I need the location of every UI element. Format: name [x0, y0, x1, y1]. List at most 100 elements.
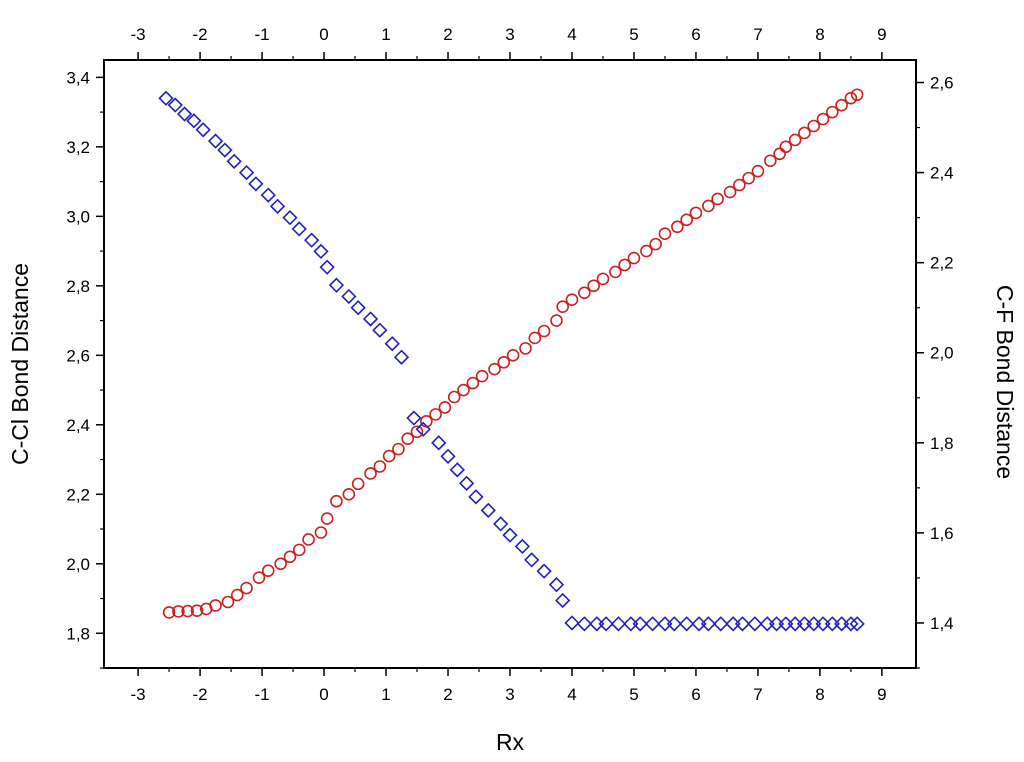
c-cl-point — [230, 588, 244, 602]
c-cl-point — [773, 147, 786, 161]
c-f-point — [734, 616, 751, 632]
c-cl-point — [221, 595, 235, 609]
c-f-point — [589, 616, 605, 632]
c-cl-point — [711, 192, 724, 206]
c-cl-point — [373, 460, 387, 473]
c-cl-point — [475, 369, 489, 383]
c-f-point — [304, 232, 320, 248]
c-cl-point — [835, 98, 848, 112]
c-cl-point — [788, 133, 802, 147]
right-y-tick-label: 2,0 — [930, 344, 954, 363]
c-f-point — [195, 122, 211, 138]
c-f-point — [372, 322, 388, 338]
c-cl-point — [689, 206, 703, 220]
x-tick-label-bottom: 3 — [505, 685, 514, 704]
c-cl-point — [314, 526, 328, 539]
c-f-point — [796, 616, 813, 632]
c-cl-point — [816, 112, 830, 126]
plot-frame — [103, 59, 917, 669]
c-cl-point — [240, 581, 253, 595]
c-cl-point — [351, 477, 365, 491]
x-tick-label-top: 4 — [567, 25, 576, 44]
x-tick-label-bottom: 4 — [567, 685, 576, 704]
c-cl-point — [807, 119, 821, 133]
c-cl-point — [826, 105, 839, 119]
x-tick-label-bottom: 5 — [629, 685, 638, 704]
c-cl-point — [751, 164, 765, 178]
c-f-point — [458, 475, 475, 491]
c-cl-point — [658, 227, 672, 241]
c-f-point — [158, 90, 174, 106]
c-cl-point — [162, 606, 176, 619]
x-tick-label-bottom: -1 — [254, 685, 269, 704]
c-f-point — [657, 616, 673, 632]
c-cl-point — [261, 564, 275, 578]
x-tick-label-top: 1 — [381, 25, 390, 44]
c-cl-point — [292, 543, 306, 557]
c-cl-point — [565, 293, 579, 307]
right-y-tick-label: 2,2 — [930, 254, 954, 273]
c-cl-point — [627, 251, 641, 265]
left-y-tick-label: 3,2 — [66, 138, 90, 157]
left-y-tick-label: 1,8 — [66, 624, 90, 643]
c-cl-point — [798, 126, 811, 140]
c-f-point — [536, 563, 552, 579]
c-f-point — [449, 462, 465, 478]
c-f-point — [833, 616, 850, 632]
left-y-tick-label: 3,0 — [66, 207, 90, 226]
c-f-point — [440, 448, 456, 464]
c-cl-point — [466, 376, 480, 390]
x-tick-label-bottom: 9 — [877, 685, 886, 704]
right-y-tick-label: 2,6 — [930, 74, 954, 93]
c-f-point — [468, 489, 484, 505]
c-cl-point — [342, 487, 356, 501]
c-cl-point — [190, 604, 204, 617]
x-tick-label-top: 5 — [629, 25, 638, 44]
c-f-point — [493, 516, 509, 532]
c-f-point — [632, 616, 648, 632]
x-tick-label-top: 8 — [815, 25, 824, 44]
c-cl-point — [596, 272, 610, 286]
c-f-point — [843, 616, 859, 632]
left-y-tick-label: 3,4 — [66, 68, 90, 87]
c-f-point — [623, 616, 639, 632]
c-f-point — [815, 616, 831, 632]
series-c-f — [158, 90, 865, 632]
c-f-point — [238, 164, 255, 181]
right-y-tick-label: 1,6 — [930, 524, 954, 543]
c-cl-point — [283, 550, 297, 564]
c-cl-point — [702, 199, 715, 213]
x-tick-label-bottom: -3 — [131, 685, 146, 704]
x-tick-label-top: -1 — [254, 25, 269, 44]
x-tick-label-bottom: -2 — [193, 685, 208, 704]
c-f-point — [555, 592, 571, 609]
c-f-point — [548, 577, 565, 593]
axis-tick-labels: -3 -3 -2 -2 -1 -1 0 0 1 1 2 2 3 3 4 4 5 5 6 6 7 7 8 8 9 9 1,8 2,0 2,… — [66, 25, 953, 704]
c-cl-point — [779, 140, 793, 154]
x-tick-label-bottom: 0 — [319, 685, 328, 704]
c-cl-point — [497, 355, 511, 369]
c-cl-point — [330, 494, 343, 508]
c-f-point — [787, 616, 803, 632]
c-f-point — [524, 552, 540, 568]
left-y-tick-label: 2,2 — [66, 485, 90, 504]
left-y-tick-label: 2,8 — [66, 277, 90, 296]
x-tick-label-bottom: 6 — [691, 685, 700, 704]
c-f-point — [319, 259, 335, 275]
c-f-point — [849, 616, 865, 632]
x-tick-label-top: -2 — [193, 25, 208, 44]
c-f-point — [691, 616, 707, 632]
c-cl-point — [742, 171, 755, 185]
c-cl-point — [172, 605, 185, 618]
c-f-point — [598, 616, 614, 632]
c-cl-point — [320, 512, 334, 525]
c-cl-point — [519, 342, 532, 355]
c-cl-point — [209, 599, 222, 612]
c-cl-point — [429, 408, 442, 421]
x-tick-label-bottom: 7 — [753, 685, 762, 704]
c-f-point — [176, 106, 193, 122]
x-tick-label-top: 3 — [505, 25, 514, 44]
c-cl-point — [844, 91, 858, 105]
c-f-point — [768, 616, 785, 632]
